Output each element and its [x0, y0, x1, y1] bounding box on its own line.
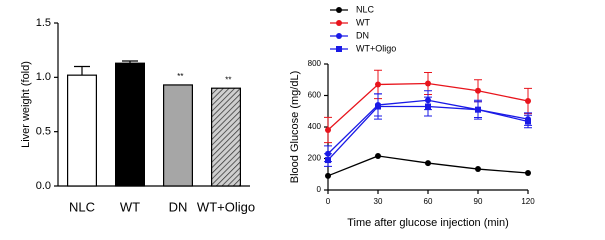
legend-marker [336, 46, 342, 52]
legend-marker [336, 20, 342, 26]
marker [375, 81, 381, 88]
x-axis-label: Time after glucose injection (min) [347, 217, 509, 229]
x-tick-label: DN [169, 199, 188, 214]
y-tick-label: 0.5 [36, 126, 51, 138]
marker [375, 103, 381, 110]
error-bar [122, 60, 138, 64]
x-tick-label: 60 [424, 197, 433, 206]
x-tick-label: 30 [374, 197, 383, 206]
marker [325, 157, 331, 164]
legend-label: NLC [356, 4, 375, 14]
x-tick-label: WT+Oligo [197, 199, 255, 214]
marker [475, 87, 481, 94]
x-tick-label: 0 [326, 197, 331, 206]
bar [211, 87, 242, 187]
annotation: ** [225, 75, 232, 84]
x-tick-label: 120 [521, 197, 535, 206]
bar [66, 74, 97, 187]
x-tick-label: WT [120, 199, 140, 214]
y-tick-label: 0 [317, 185, 322, 194]
marker [525, 118, 531, 125]
error-bar [74, 65, 90, 76]
marker [425, 103, 431, 110]
marker [425, 80, 431, 87]
y-tick-label: 1.5 [36, 17, 51, 29]
marker [475, 166, 481, 173]
marker [325, 126, 331, 133]
legend-label: WT+Oligo [356, 43, 396, 53]
legend-label: WT [356, 17, 370, 27]
marker [425, 160, 431, 167]
x-tick-label: NLC [69, 199, 95, 214]
y-tick-label: 200 [308, 154, 322, 163]
bar [114, 62, 145, 187]
x-tick-label: 90 [474, 197, 483, 206]
legend-marker [336, 7, 342, 13]
y-tick-label: 1.0 [36, 71, 51, 83]
marker [375, 152, 381, 159]
marker [525, 169, 531, 176]
marker [475, 106, 481, 113]
y-tick-label: 800 [308, 59, 322, 68]
legend-label: DN [356, 30, 369, 40]
y-axis-label: Liver weight (fold) [20, 61, 32, 148]
y-tick-label: 0.0 [36, 180, 51, 192]
marker [325, 172, 331, 179]
y-axis-label: Blood Glucose (mg/dL) [289, 71, 301, 184]
bar [163, 84, 194, 187]
y-tick-label: 400 [308, 122, 322, 131]
annotation: ** [177, 72, 184, 81]
y-tick-label: 600 [308, 91, 322, 100]
legend-marker [336, 33, 342, 39]
marker [525, 98, 531, 105]
